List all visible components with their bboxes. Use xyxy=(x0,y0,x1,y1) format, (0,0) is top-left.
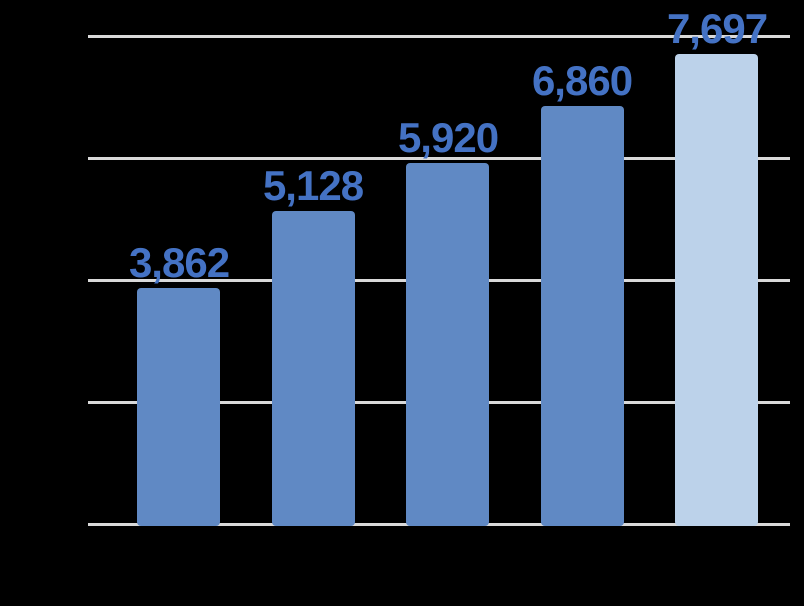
bar-value-label: 5,920 xyxy=(397,114,499,161)
bar xyxy=(137,288,220,526)
bar-value-label: 7,697 xyxy=(666,5,768,52)
bar-value-label: 3,862 xyxy=(128,239,230,286)
bar xyxy=(272,211,355,526)
bar-value-label: 5,128 xyxy=(262,162,364,209)
bar xyxy=(541,106,624,526)
bar xyxy=(406,163,489,526)
bar xyxy=(675,54,758,526)
gridline xyxy=(88,157,790,160)
bar-value-label: 6,860 xyxy=(531,57,633,104)
gridline xyxy=(88,35,790,38)
